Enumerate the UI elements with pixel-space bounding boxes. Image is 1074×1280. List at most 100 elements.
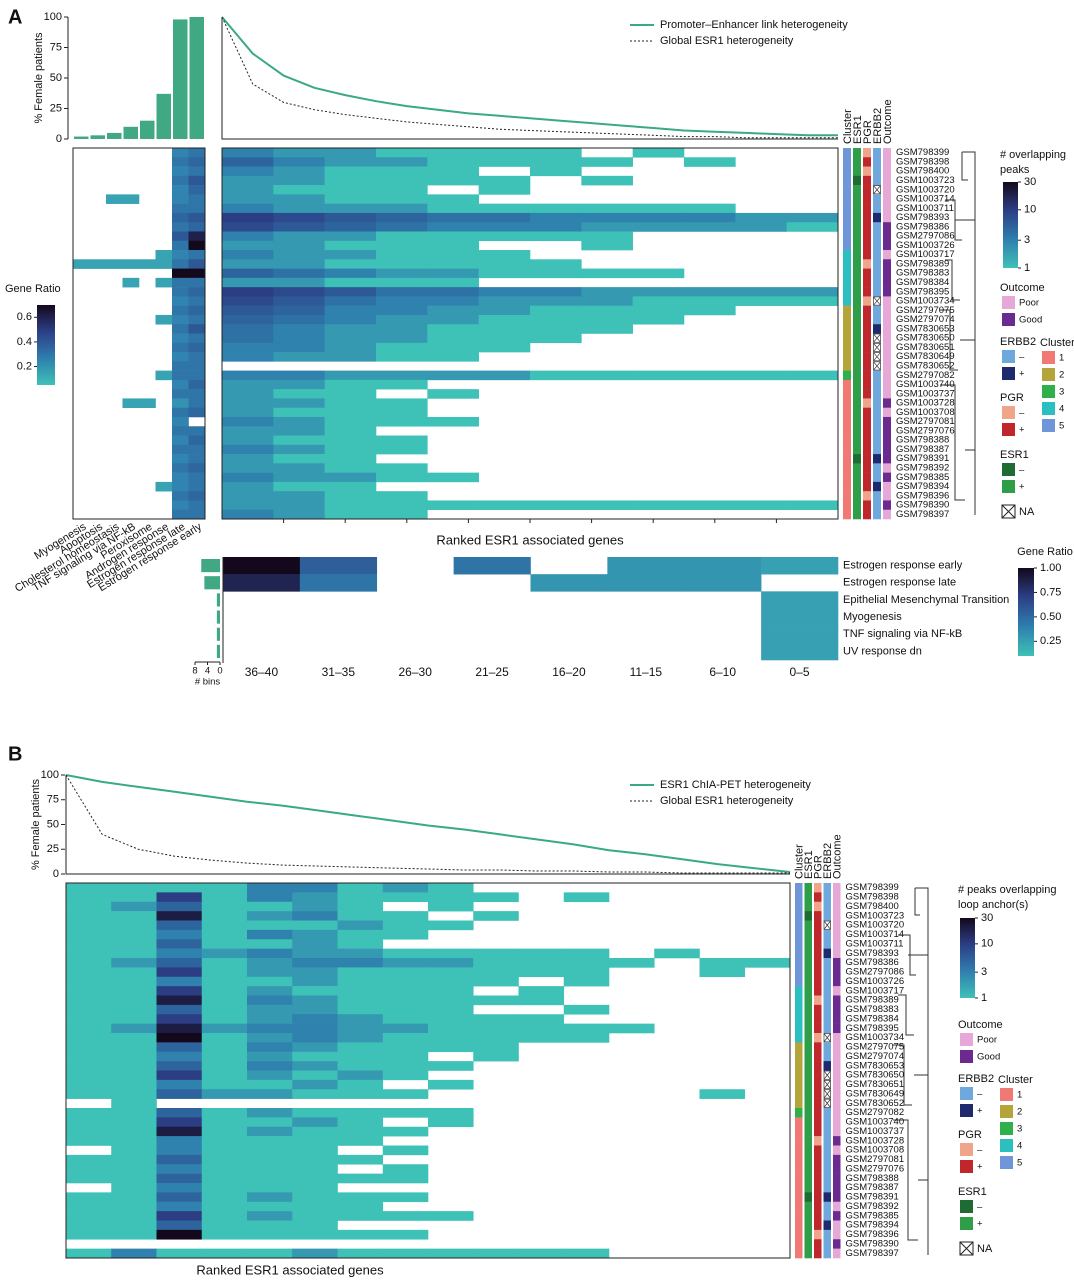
heatmap-cell [111,1051,157,1062]
track-cell [883,185,891,195]
heatmap-cell [273,305,325,316]
track-cell [814,1211,822,1221]
heatmap-cell [427,296,479,306]
heatmap-cell [376,463,428,473]
heatmap-cell [247,1201,293,1212]
heatmap-cell [427,212,479,223]
track-cell [853,277,861,288]
heatmap-cell [324,379,377,390]
track-cell [883,491,891,501]
heatmap-cell [382,1004,429,1015]
heatmap-cell [427,352,479,362]
sample-label: GSM798397 [896,509,949,520]
legend-swatch [960,1050,973,1063]
track-cell [814,929,822,940]
y-tick-label: 100 [44,11,62,23]
track-cell [833,1014,841,1024]
legend-title: peaks [1000,164,1030,176]
heatmap-cell [188,444,206,455]
track-cell [883,259,891,269]
heatmap-cell [581,231,633,242]
track-cell [863,435,871,446]
heatmap-cell [201,1154,248,1165]
track-cell [833,1033,841,1043]
legend-title: Gene Ratio [5,283,61,295]
heatmap-cell [684,157,736,167]
track-cell [883,324,891,334]
heatmap-cell [156,883,203,893]
heatmap-cell [273,342,325,353]
track-cell [804,1211,812,1221]
legend-label: – [977,1089,983,1100]
track-header: PGR [862,120,874,144]
heatmap-cell [478,324,531,334]
sample-label: GSM798391 [896,453,949,464]
heatmap-cell [581,370,633,381]
track-cell [814,1023,822,1034]
heatmap-cell [222,324,274,334]
track-cell [795,1145,803,1156]
track-cell [883,426,891,436]
heatmap-cell [337,901,384,912]
heatmap-cell [155,250,173,260]
track-cell [863,324,871,334]
heatmap-cell [188,389,206,399]
legend-swatch [1002,350,1015,363]
legend-swatch [1000,1088,1013,1101]
heatmap-cell [223,557,301,575]
heatmap-cell [222,481,274,492]
heatmap-cell [427,342,479,353]
sample-label: GSM798398 [846,892,899,903]
na-cross [823,1080,831,1089]
track-cell [873,222,881,232]
heatmap-cell [156,1014,203,1024]
legend-label: 2 [1059,370,1064,381]
heatmap-cell [428,995,474,1006]
legend-swatch [1042,385,1055,398]
track-cell [843,287,851,297]
sample-label: GSM1003734 [846,1032,905,1043]
heatmap-cell [201,958,248,968]
track-cell [843,166,851,177]
heatmap-cell [201,1061,248,1071]
heatmap-cell [382,1126,429,1137]
track-cell [804,1154,812,1165]
heatmap-cell [292,1089,338,1099]
heatmap-cell [735,296,787,306]
legend-swatch [1000,1156,1013,1169]
heatmap-cell [155,370,173,381]
line-series [65,774,790,874]
bar [74,136,89,139]
heatmap-cell [223,574,301,592]
track-cell [863,157,871,167]
heatmap-cell [607,557,685,575]
heatmap-cell [155,481,173,492]
heatmap-cell [292,1033,338,1043]
heatmap-cell [111,967,157,978]
heatmap-cell [273,148,325,158]
heatmap-cell [478,185,531,195]
heatmap-cell [382,995,429,1006]
heatmap-cell [111,1014,157,1024]
heatmap-cell [376,342,428,353]
heatmap-cell [66,1079,112,1090]
track-cell [823,1042,831,1053]
heatmap-cell [156,1136,203,1146]
heatmap-cell [156,1033,203,1043]
track-cell [833,1136,841,1146]
heatmap-cell [172,370,189,381]
heatmap-cell [473,948,519,959]
heatmap-cell [473,1042,519,1053]
heatmap-cell [427,472,479,483]
track-cell [873,277,881,288]
heatmap-cell [247,1211,293,1221]
x-tick-label: 4 [205,666,210,677]
heatmap-cell [581,212,633,223]
heatmap-cell [188,500,206,511]
heatmap-cell [111,986,157,996]
heatmap-cell [273,212,325,223]
track-cell [843,203,851,214]
heatmap-cell [376,277,428,288]
track-cell [823,1229,831,1240]
heatmap-cell [273,277,325,288]
